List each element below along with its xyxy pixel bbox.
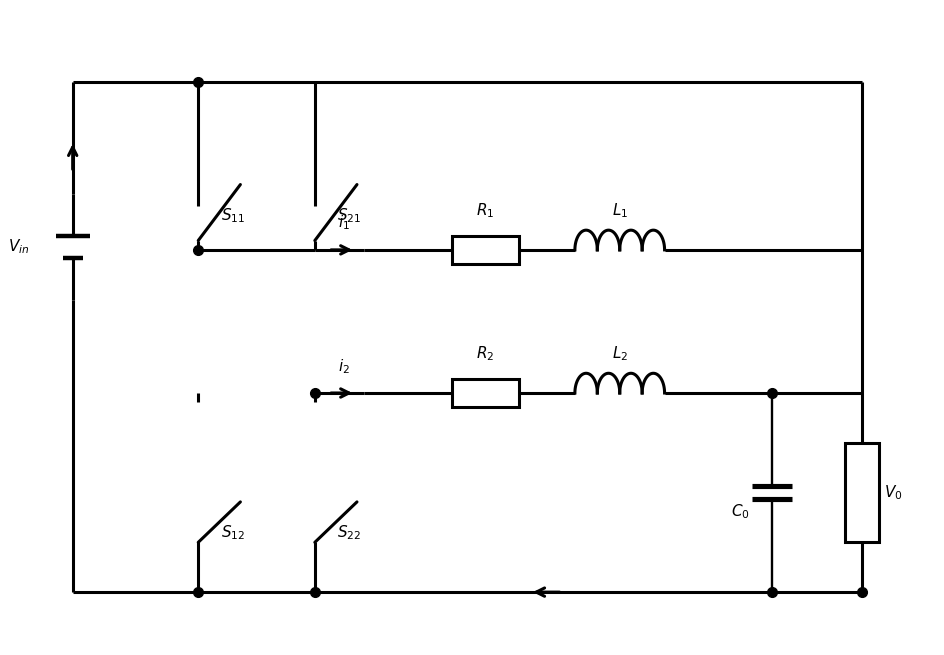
Text: $C_0$: $C_0$ — [731, 502, 750, 521]
Text: $S_{11}$: $S_{11}$ — [221, 206, 244, 225]
Text: $R_1$: $R_1$ — [476, 201, 495, 220]
Text: $i_2$: $i_2$ — [339, 357, 350, 375]
Text: $S_{22}$: $S_{22}$ — [337, 523, 362, 542]
Text: $R_2$: $R_2$ — [476, 345, 495, 363]
Text: $S_{21}$: $S_{21}$ — [337, 206, 362, 225]
Bar — [451, 379, 519, 407]
Text: $S_{12}$: $S_{12}$ — [221, 523, 244, 542]
Bar — [451, 236, 519, 264]
Text: $L_2$: $L_2$ — [612, 345, 628, 363]
Text: $i_1$: $i_1$ — [339, 214, 350, 233]
Text: $V_0$: $V_0$ — [885, 483, 902, 502]
Text: $V_{in}$: $V_{in}$ — [8, 237, 29, 256]
Text: $L_1$: $L_1$ — [612, 201, 628, 220]
Bar — [845, 443, 879, 542]
